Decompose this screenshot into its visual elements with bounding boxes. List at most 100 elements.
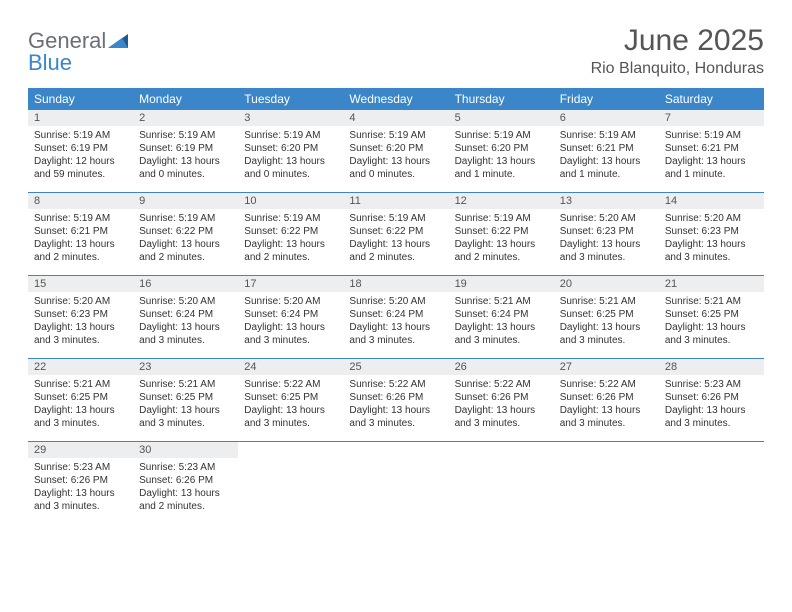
daylight-text: and 3 minutes. (665, 334, 758, 347)
daylight-text: Daylight: 13 hours (560, 238, 653, 251)
day-cell: 27Sunrise: 5:22 AMSunset: 6:26 PMDayligh… (554, 359, 659, 441)
sunset-text: Sunset: 6:24 PM (349, 308, 442, 321)
sunset-text: Sunset: 6:26 PM (34, 474, 127, 487)
day-number: 14 (659, 193, 764, 209)
daylight-text: and 3 minutes. (34, 417, 127, 430)
brand-part2: Blue (28, 50, 72, 75)
daylight-text: and 3 minutes. (665, 417, 758, 430)
sunrise-text: Sunrise: 5:20 AM (665, 212, 758, 225)
day-number: 3 (238, 110, 343, 126)
brand-text: General Blue (28, 30, 128, 74)
daylight-text: Daylight: 13 hours (244, 155, 337, 168)
daylight-text: Daylight: 13 hours (34, 487, 127, 500)
day-data: Sunrise: 5:19 AMSunset: 6:20 PMDaylight:… (449, 126, 554, 186)
daylight-text: and 3 minutes. (139, 334, 232, 347)
day-data: Sunrise: 5:20 AMSunset: 6:23 PMDaylight:… (554, 209, 659, 269)
day-cell: 3Sunrise: 5:19 AMSunset: 6:20 PMDaylight… (238, 110, 343, 192)
day-data: Sunrise: 5:20 AMSunset: 6:24 PMDaylight:… (238, 292, 343, 352)
daylight-text: Daylight: 13 hours (560, 404, 653, 417)
sunrise-text: Sunrise: 5:22 AM (560, 378, 653, 391)
sunset-text: Sunset: 6:19 PM (34, 142, 127, 155)
day-data: Sunrise: 5:19 AMSunset: 6:21 PMDaylight:… (659, 126, 764, 186)
day-number: 27 (554, 359, 659, 375)
weekday-header: Sunday Monday Tuesday Wednesday Thursday… (28, 88, 764, 110)
sunset-text: Sunset: 6:26 PM (349, 391, 442, 404)
day-data: Sunrise: 5:19 AMSunset: 6:22 PMDaylight:… (449, 209, 554, 269)
daylight-text: and 3 minutes. (665, 251, 758, 264)
day-number: 18 (343, 276, 448, 292)
day-data: Sunrise: 5:19 AMSunset: 6:19 PMDaylight:… (133, 126, 238, 186)
sunset-text: Sunset: 6:21 PM (560, 142, 653, 155)
daylight-text: and 3 minutes. (244, 334, 337, 347)
weeks-container: 1Sunrise: 5:19 AMSunset: 6:19 PMDaylight… (28, 110, 764, 524)
day-cell: 15Sunrise: 5:20 AMSunset: 6:23 PMDayligh… (28, 276, 133, 358)
daylight-text: and 3 minutes. (560, 417, 653, 430)
week-row: 1Sunrise: 5:19 AMSunset: 6:19 PMDaylight… (28, 110, 764, 193)
daylight-text: and 1 minute. (560, 168, 653, 181)
day-number: 7 (659, 110, 764, 126)
day-cell: 25Sunrise: 5:22 AMSunset: 6:26 PMDayligh… (343, 359, 448, 441)
daylight-text: Daylight: 13 hours (665, 155, 758, 168)
daylight-text: and 2 minutes. (455, 251, 548, 264)
daylight-text: and 3 minutes. (560, 251, 653, 264)
daylight-text: and 2 minutes. (34, 251, 127, 264)
daylight-text: Daylight: 13 hours (139, 321, 232, 334)
day-number: 13 (554, 193, 659, 209)
day-data: Sunrise: 5:20 AMSunset: 6:23 PMDaylight:… (659, 209, 764, 269)
day-cell: 28Sunrise: 5:23 AMSunset: 6:26 PMDayligh… (659, 359, 764, 441)
day-number: 23 (133, 359, 238, 375)
location-label: Rio Blanquito, Honduras (591, 60, 764, 78)
day-cell: 10Sunrise: 5:19 AMSunset: 6:22 PMDayligh… (238, 193, 343, 275)
sunset-text: Sunset: 6:22 PM (244, 225, 337, 238)
week-row: 29Sunrise: 5:23 AMSunset: 6:26 PMDayligh… (28, 442, 764, 524)
sunset-text: Sunset: 6:24 PM (244, 308, 337, 321)
sunrise-text: Sunrise: 5:19 AM (665, 129, 758, 142)
day-cell: 21Sunrise: 5:21 AMSunset: 6:25 PMDayligh… (659, 276, 764, 358)
sunrise-text: Sunrise: 5:21 AM (665, 295, 758, 308)
daylight-text: and 3 minutes. (455, 334, 548, 347)
day-cell: 8Sunrise: 5:19 AMSunset: 6:21 PMDaylight… (28, 193, 133, 275)
day-data: Sunrise: 5:23 AMSunset: 6:26 PMDaylight:… (28, 458, 133, 518)
day-number: 8 (28, 193, 133, 209)
sunrise-text: Sunrise: 5:20 AM (139, 295, 232, 308)
sunrise-text: Sunrise: 5:19 AM (34, 212, 127, 225)
day-cell: 18Sunrise: 5:20 AMSunset: 6:24 PMDayligh… (343, 276, 448, 358)
sunset-text: Sunset: 6:24 PM (455, 308, 548, 321)
sunrise-text: Sunrise: 5:19 AM (34, 129, 127, 142)
day-number: 30 (133, 442, 238, 458)
daylight-text: Daylight: 13 hours (139, 155, 232, 168)
day-cell: 4Sunrise: 5:19 AMSunset: 6:20 PMDaylight… (343, 110, 448, 192)
day-data: Sunrise: 5:21 AMSunset: 6:24 PMDaylight:… (449, 292, 554, 352)
day-cell: 23 Sunrise: 5:21 AMSunset: 6:25 PMDayligh… (133, 359, 238, 441)
sunrise-text: Sunrise: 5:19 AM (139, 212, 232, 225)
sunset-text: Sunset: 6:21 PM (34, 225, 127, 238)
day-cell: 2Sunrise: 5:19 AMSunset: 6:19 PMDaylight… (133, 110, 238, 192)
day-number: 12 (449, 193, 554, 209)
day-number: 9 (133, 193, 238, 209)
day-data: Sunrise: 5:19 AMSunset: 6:21 PMDaylight:… (28, 209, 133, 269)
day-data: Sunrise: 5:21 AMSunset: 6:25 PMDaylight:… (28, 375, 133, 435)
sunrise-text: Sunrise: 5:19 AM (244, 129, 337, 142)
daylight-text: Daylight: 13 hours (455, 404, 548, 417)
sunset-text: Sunset: 6:21 PM (665, 142, 758, 155)
daylight-text: Daylight: 13 hours (349, 321, 442, 334)
sunrise-text: Sunrise: 5:19 AM (244, 212, 337, 225)
daylight-text: Daylight: 13 hours (244, 238, 337, 251)
day-data: Sunrise: 5:21 AMSunset: 6:25 PMDaylight:… (554, 292, 659, 352)
sunset-text: Sunset: 6:25 PM (139, 391, 232, 404)
sunset-text: Sunset: 6:25 PM (560, 308, 653, 321)
sunrise-text: Sunrise: 5:19 AM (139, 129, 232, 142)
sunrise-text: Sunrise: 5:21 AM (139, 378, 232, 391)
sunrise-text: Sunrise: 5:19 AM (455, 129, 548, 142)
sunset-text: Sunset: 6:26 PM (455, 391, 548, 404)
day-cell: 17Sunrise: 5:20 AMSunset: 6:24 PMDayligh… (238, 276, 343, 358)
day-number: 2 (133, 110, 238, 126)
day-data: Sunrise: 5:19 AMSunset: 6:22 PMDaylight:… (343, 209, 448, 269)
day-data: Sunrise: 5:19 AMSunset: 6:20 PMDaylight:… (238, 126, 343, 186)
day-number: 22 (28, 359, 133, 375)
day-cell: 13Sunrise: 5:20 AMSunset: 6:23 PMDayligh… (554, 193, 659, 275)
sunset-text: Sunset: 6:24 PM (139, 308, 232, 321)
daylight-text: Daylight: 13 hours (139, 404, 232, 417)
daylight-text: and 1 minute. (665, 168, 758, 181)
day-cell: 11Sunrise: 5:19 AMSunset: 6:22 PMDayligh… (343, 193, 448, 275)
